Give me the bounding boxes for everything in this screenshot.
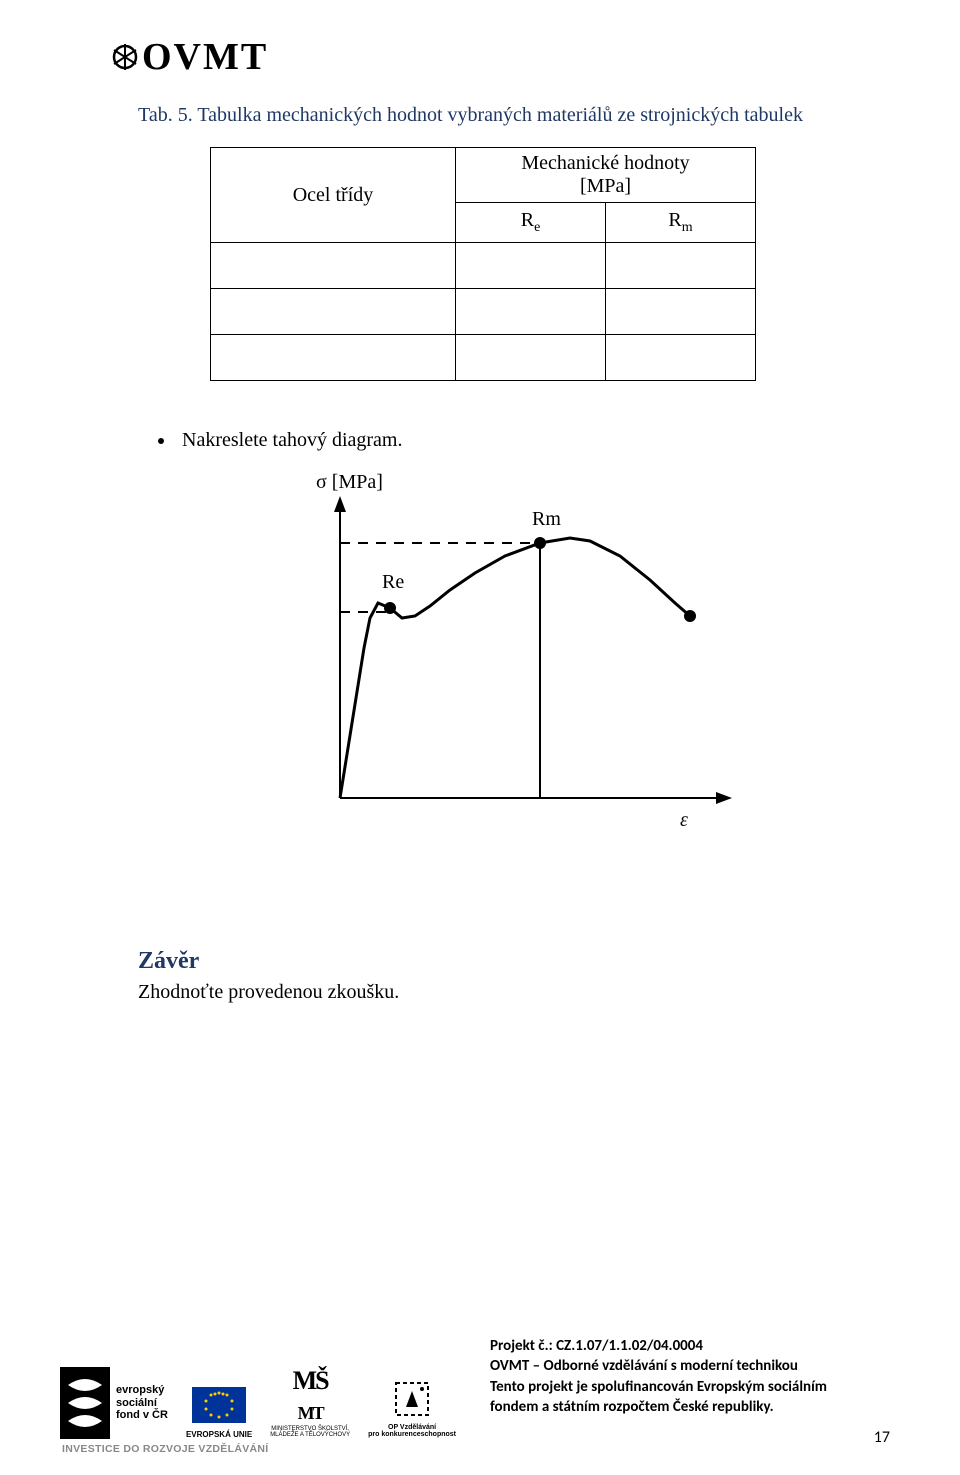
conclusion-heading: Závěr [138, 948, 870, 975]
esf-line1: evropský [116, 1384, 168, 1397]
table-row [211, 289, 756, 335]
stress-strain-diagram: σ [MPa] ε Re Rm [260, 468, 760, 888]
table-row [211, 335, 756, 381]
logo-star-icon [110, 38, 140, 82]
footer-line3: Tento projekt je spolufinancován Evropsk… [490, 1377, 910, 1397]
footer-line4: fondem a státním rozpočtem České republi… [490, 1397, 910, 1417]
mech-label-line2: [MPa] [580, 175, 631, 197]
table-header-re: Re [456, 203, 606, 243]
table-header-steel: Ocel třídy [211, 148, 456, 243]
table-header-mech: Mechanické hodnoty [MPa] [456, 148, 756, 203]
eu-label: EVROPSKÁ UNIE [186, 1430, 252, 1439]
eu-logo: EVROPSKÁ UNIE [186, 1387, 252, 1439]
bullet-text: Nakreslete tahový diagram. [182, 429, 402, 452]
esf-line3: fond v ČR [116, 1409, 168, 1422]
conclusion-body: Zhodnoťte provedenou zkoušku. [138, 981, 870, 1004]
mechanical-values-table: Ocel třídy Mechanické hodnoty [MPa] Re R… [210, 147, 870, 381]
opvk-logo: OP Vzdělávánípro konkurenceschopnost [368, 1379, 456, 1439]
logo: OVMT [110, 35, 870, 82]
svg-text:Re: Re [382, 571, 404, 593]
footer-line2: OVMT – Odborné vzdělávání s moderní tech… [490, 1356, 910, 1376]
msmt-logo: MŠMT MINISTERSTVO ŠKOLSTVÍ,MLÁDEŽE A TĚL… [270, 1366, 350, 1439]
mech-label-line1: Mechanické hodnoty [521, 152, 689, 174]
page-number: 17 [874, 1428, 890, 1447]
logo-text: OVMT [142, 36, 268, 78]
footer: evropský sociální fond v ČR EVROPSKÁ UNI… [0, 1366, 960, 1455]
esf-logo: evropský sociální fond v ČR [60, 1367, 168, 1439]
invest-slogan: INVESTICE DO ROZVOJE VZDĚLÁVÁNÍ [0, 1443, 960, 1455]
table-caption: Tab. 5. Tabulka mechanických hodnot vybr… [138, 104, 870, 127]
bullet-icon [158, 438, 164, 444]
footer-project-text: Projekt č.: CZ.1.07/1.1.02/04.0004 OVMT … [490, 1336, 910, 1417]
bullet-draw-diagram: Nakreslete tahový diagram. [158, 429, 870, 452]
svg-text:Rm: Rm [532, 508, 561, 530]
footer-line1: Projekt č.: CZ.1.07/1.1.02/04.0004 [490, 1336, 910, 1356]
esf-line2: sociální [116, 1397, 168, 1410]
svg-text:σ [MPa]: σ [MPa] [316, 471, 383, 493]
table-row [211, 243, 756, 289]
table-header-rm: Rm [606, 203, 756, 243]
svg-text:ε: ε [680, 809, 688, 831]
